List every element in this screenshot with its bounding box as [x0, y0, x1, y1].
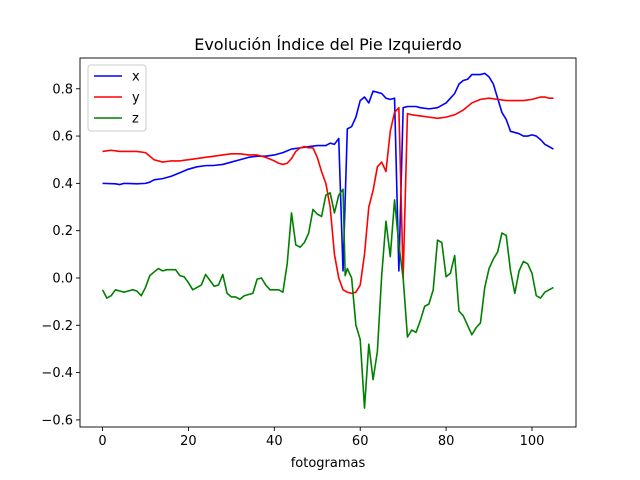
legend: xyz: [87, 64, 147, 132]
y-tick-label: 0.4: [52, 177, 73, 192]
series-line-x: [102, 72, 554, 272]
series-line-y: [102, 96, 554, 295]
axes-frame: [79, 57, 577, 428]
legend-label-x: x: [132, 70, 140, 85]
legend-label-z: z: [132, 112, 139, 127]
legend-box: [87, 64, 147, 132]
plot-area: 0 20 40 60 80 100 −0.6 −0.4 −0.2 0.0 0.2 0.4 0.6 0.8: [41, 57, 577, 449]
x-tick-label: 0: [98, 434, 106, 449]
y-tick-label: −0.2: [41, 319, 73, 334]
x-tick-label: 100: [520, 434, 545, 449]
legend-label-y: y: [132, 91, 140, 106]
chart-title: Evolución Índice del Pie Izquierdo: [194, 35, 462, 54]
y-tick-label: 0.8: [52, 82, 73, 97]
y-tick-label: 0.0: [52, 271, 73, 286]
y-tick-label: 0.6: [52, 130, 73, 145]
x-tick-label: 80: [438, 434, 455, 449]
y-tick-label: 0.2: [52, 224, 73, 239]
y-tick-label: −0.4: [41, 366, 73, 381]
x-tick-label: 20: [180, 434, 197, 449]
x-tick-label: 60: [352, 434, 369, 449]
y-tick-label: −0.6: [41, 413, 73, 428]
x-axis-label: fotogramas: [291, 456, 366, 471]
x-tick-label: 40: [266, 434, 283, 449]
series-line-z: [101, 188, 554, 409]
